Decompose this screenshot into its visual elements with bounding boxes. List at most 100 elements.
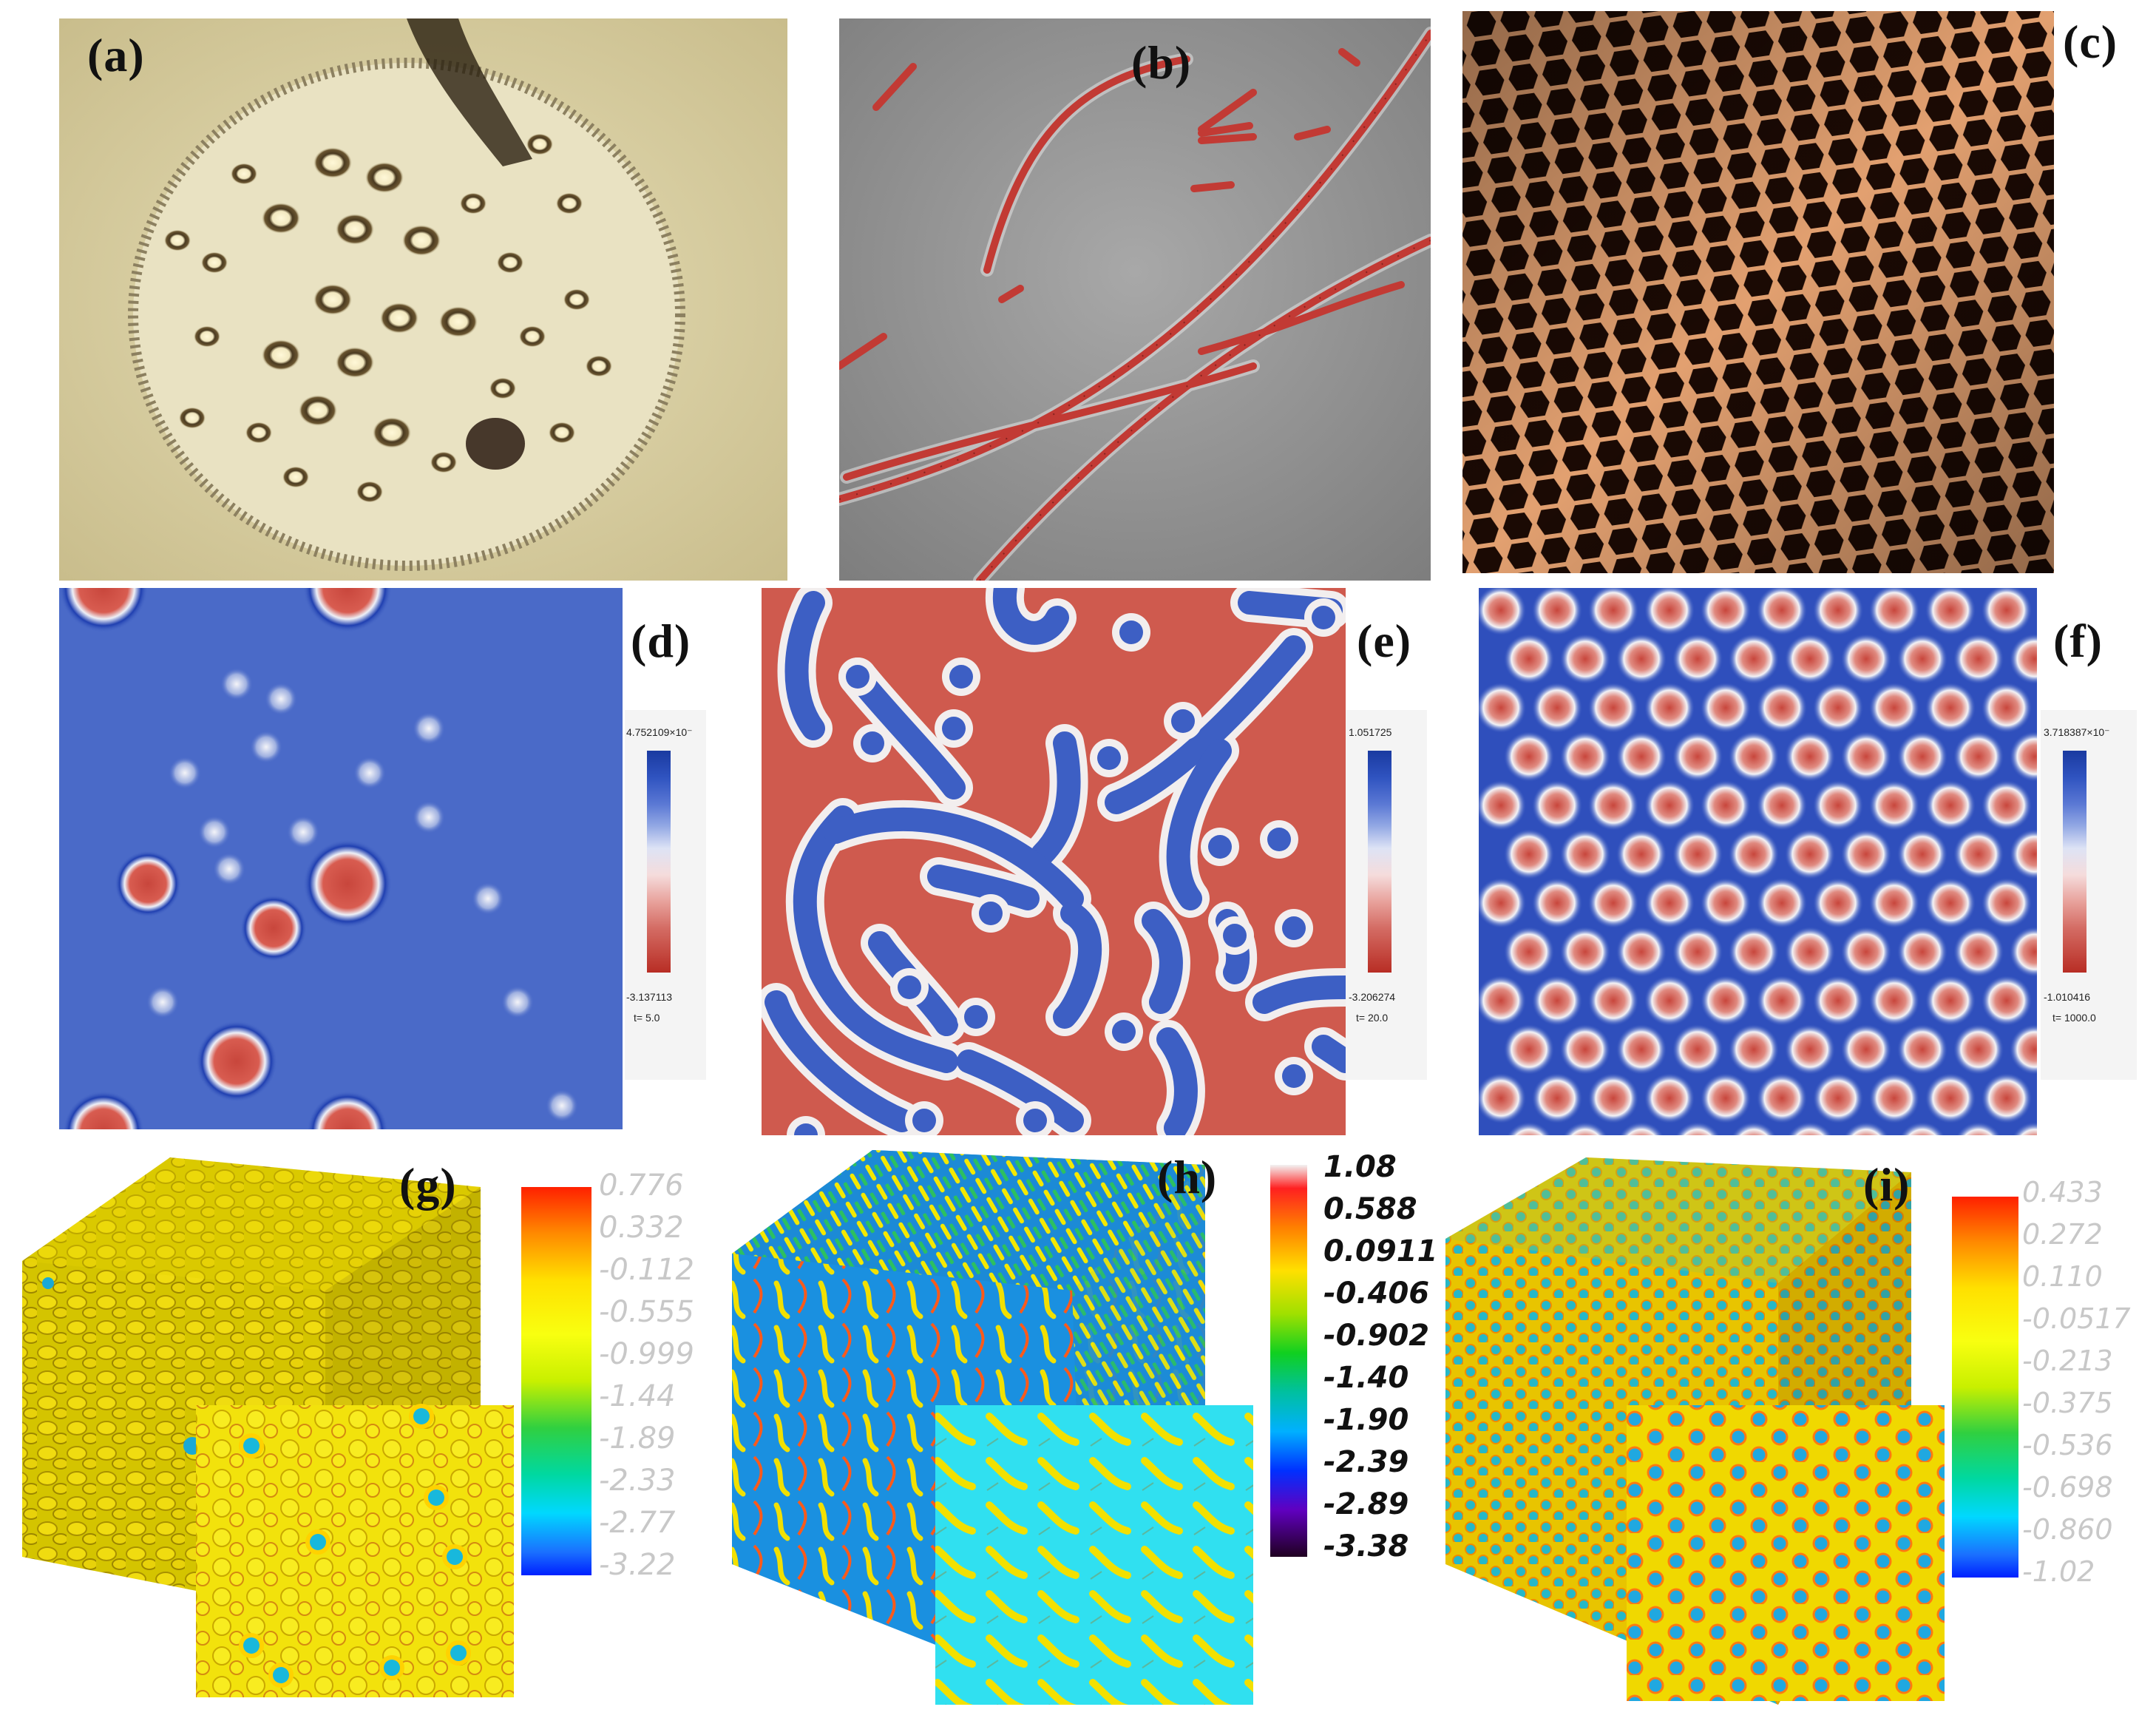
lattice-spot (1560, 927, 1610, 977)
lattice-spot (1813, 683, 1863, 733)
lattice-spot (1675, 1122, 1720, 1135)
lattice-spot (1844, 1122, 1888, 1135)
lattice-spot (1897, 731, 1947, 782)
pore-ring (439, 306, 478, 337)
pore-ring (336, 214, 374, 245)
lattice-spot (2010, 634, 2037, 684)
lattice-spot (1897, 1024, 1947, 1075)
spot (59, 588, 148, 632)
lattice-spot (1982, 976, 2032, 1026)
dot (1208, 835, 1232, 859)
cube-panel-g (7, 1143, 525, 1705)
lattice-spot (1869, 1073, 1919, 1123)
lattice-spot (1897, 634, 1947, 684)
lattice-spot (1479, 780, 1526, 831)
lattice-spot (1644, 878, 1695, 928)
pore-ring (299, 395, 337, 426)
lattice-spot (1813, 588, 1863, 635)
pore-ring (402, 225, 441, 256)
colorbar-h-tick: -0.406 (1323, 1277, 1430, 1311)
dot (1223, 924, 1247, 947)
colorbar-f: 3.718387×10⁻ -1.010416 t= 1000.0 (2041, 710, 2137, 1080)
colorbar-e-min: -3.206274 (1349, 991, 1396, 1003)
colorbar-i-scale (1952, 1197, 2018, 1578)
lattice-spot (1785, 927, 1835, 977)
pore-ring (356, 481, 383, 503)
colorbar-e: 1.051725 -3.206274 t= 20.0 (1346, 710, 1427, 1080)
colorbar-e-time: t= 20.0 (1356, 1012, 1389, 1024)
lattice-spot (1672, 927, 1723, 977)
lattice-spot (1953, 927, 2004, 977)
lattice-spot (1757, 1073, 1807, 1123)
lattice-spot (1841, 829, 1891, 879)
pore-ring (556, 192, 583, 214)
lattice-spot (1841, 1024, 1891, 1075)
lattice-spot (1813, 976, 1863, 1026)
pore-ring (231, 163, 257, 185)
lattice-spot (1729, 829, 1779, 879)
colorbar-g-tick: 0.332 (599, 1211, 684, 1245)
lattice-spot (1953, 1024, 2004, 1075)
colorbar-g-ticks: 0.776 0.332 -0.112 -0.555 -0.999 -1.44 -… (599, 1169, 732, 1583)
lattice-spot (1869, 780, 1919, 831)
colorbar-h-tick: -1.40 (1323, 1361, 1409, 1395)
lattice-spot (1672, 1024, 1723, 1075)
colorbar-g-tick: -0.112 (599, 1253, 694, 1287)
lattice-spot (1785, 829, 1835, 879)
lattice-spot (1953, 634, 2004, 684)
colorbar-h-tick: -3.38 (1323, 1529, 1409, 1563)
lattice-spot (1729, 634, 1779, 684)
lattice-spot (1953, 829, 2004, 879)
dot (898, 976, 921, 999)
pore-ring (489, 377, 516, 399)
dot (912, 1109, 936, 1132)
spot (303, 588, 392, 632)
faint-spot (213, 853, 245, 885)
lattice-spot (1956, 1122, 2001, 1135)
lattice-spot (1616, 1024, 1667, 1075)
lattice-spot (2013, 1122, 2037, 1135)
colorbar-h-ticks: 1.08 0.588 0.0911 -0.406 -0.902 -1.40 -1… (1323, 1150, 1438, 1564)
dot (1119, 621, 1143, 644)
lattice-spot (1982, 588, 2032, 635)
colorbar-h-tick: 1.08 (1323, 1150, 1397, 1184)
lattice-spot (1757, 588, 1807, 635)
colorbar-g-scale (521, 1187, 591, 1575)
lattice-spot (1588, 1073, 1638, 1123)
pore-ring (519, 325, 546, 348)
dot (794, 1123, 818, 1135)
inclusion (243, 1637, 260, 1654)
pore-ring (201, 251, 228, 274)
colorbar-i-tick: 0.110 (2022, 1260, 2103, 1293)
faint-spot (353, 757, 386, 789)
inclusion (428, 1490, 444, 1506)
colorbar-i-tick: -0.698 (2022, 1471, 2113, 1504)
spot (240, 895, 307, 961)
pore-ring (460, 192, 487, 214)
dot (1282, 1064, 1306, 1088)
dot (1312, 606, 1335, 629)
lattice-spot (1701, 683, 1751, 733)
panel-label-b: (b) (1131, 36, 1192, 89)
colorbar-h-tick: 0.0911 (1323, 1234, 1438, 1268)
colorbar-i-tick: -0.860 (2022, 1513, 2113, 1546)
photo-panel-a (59, 18, 787, 581)
lattice-spot (2010, 1024, 2037, 1075)
lattice-spot (1757, 976, 1807, 1026)
panel-label-d: (d) (631, 615, 691, 667)
colorbar-f-min: -1.010416 (2044, 991, 2091, 1003)
pore-ring (313, 147, 352, 178)
colorbar-d-min: -3.137113 (626, 991, 673, 1003)
inclusion (310, 1534, 326, 1550)
lattice-spot (1644, 683, 1695, 733)
faint-spot (413, 712, 445, 745)
panel-label-f: (f) (2053, 615, 2103, 667)
inclusion (384, 1660, 400, 1676)
lattice-spot (1619, 1122, 1664, 1135)
lattice-spot (1616, 731, 1667, 782)
lattice-spot (1532, 780, 1582, 831)
lattice-spot (1925, 588, 1976, 635)
lattice-spot (1588, 588, 1638, 635)
lattice-spot (1757, 780, 1807, 831)
pore-ring (526, 133, 553, 155)
